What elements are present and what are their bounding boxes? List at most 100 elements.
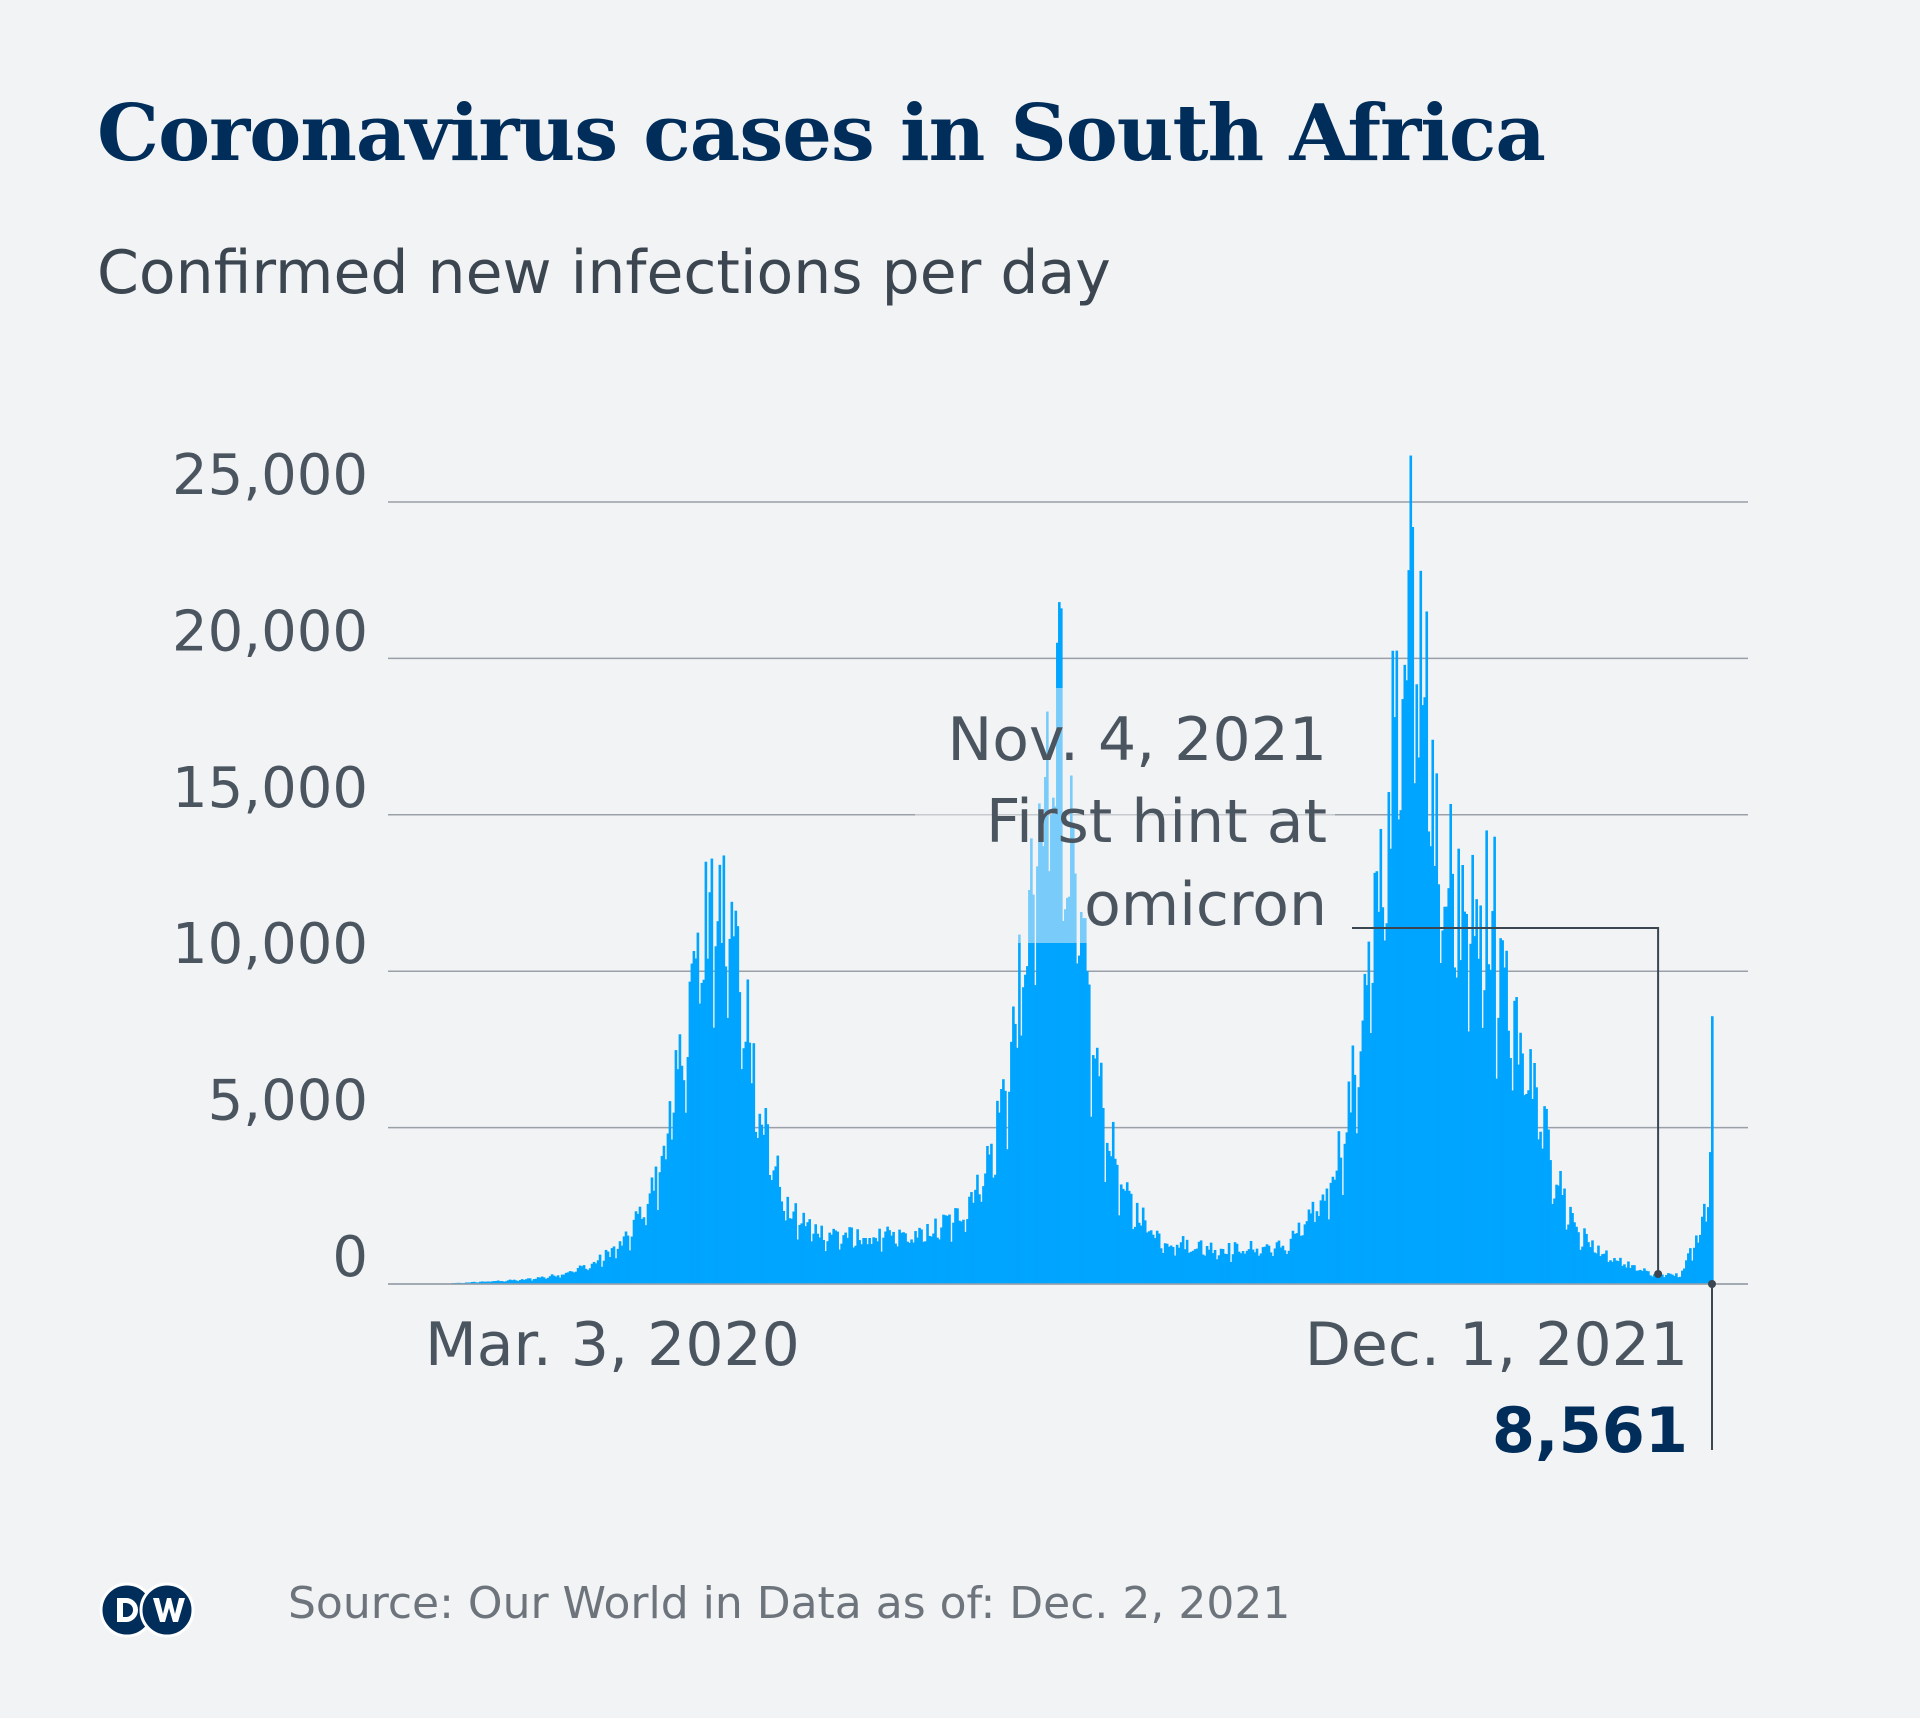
- bar: [1299, 1235, 1303, 1284]
- bar: [1667, 1273, 1670, 1284]
- bar: [836, 1231, 839, 1284]
- bar: [1417, 757, 1421, 1284]
- bar: [1081, 918, 1085, 1284]
- bar: [622, 1236, 626, 1284]
- bar: [714, 946, 718, 1284]
- bar: [794, 1203, 798, 1284]
- bar: [990, 1143, 993, 1284]
- bar: [1459, 960, 1462, 1284]
- bar: [1465, 913, 1468, 1284]
- y-tick-label: 15,000: [172, 756, 368, 821]
- bar: [810, 1241, 814, 1284]
- bar: [646, 1203, 650, 1284]
- bar: [1317, 1216, 1321, 1284]
- bar: [1066, 897, 1069, 1284]
- bar: [950, 1241, 953, 1284]
- bar: [1623, 1264, 1626, 1284]
- bar: [820, 1225, 823, 1284]
- bar: [1050, 814, 1053, 1284]
- bar: [1191, 1250, 1195, 1284]
- bar: [1371, 982, 1375, 1284]
- bar: [940, 1227, 943, 1284]
- bar: [1631, 1265, 1634, 1284]
- bar: [920, 1229, 923, 1284]
- bar: [1405, 680, 1409, 1284]
- bar: [928, 1235, 931, 1284]
- bar: [1028, 889, 1031, 1284]
- bar: [776, 1155, 780, 1284]
- bar: [1245, 1250, 1249, 1284]
- bar: [1070, 775, 1073, 1284]
- bar: [908, 1242, 911, 1284]
- bar: [1525, 1093, 1528, 1284]
- bar: [878, 1228, 881, 1284]
- bar: [782, 1210, 786, 1284]
- bar: [632, 1219, 636, 1284]
- bar: [1507, 1030, 1510, 1284]
- bar: [1671, 1274, 1674, 1284]
- bar: [1032, 894, 1035, 1284]
- bar: [774, 1166, 778, 1284]
- bar: [526, 1278, 530, 1284]
- bar: [482, 1281, 486, 1284]
- bar: [1211, 1253, 1215, 1284]
- bar: [1036, 866, 1039, 1284]
- bar: [1205, 1246, 1209, 1284]
- annotation-backdrop: [915, 688, 1335, 943]
- bar: [902, 1232, 905, 1284]
- bar: [1515, 997, 1518, 1284]
- bar: [1513, 1000, 1516, 1284]
- bar: [1431, 739, 1435, 1284]
- bar: [1695, 1235, 1698, 1284]
- bar: [1163, 1243, 1167, 1284]
- bar: [1219, 1248, 1223, 1284]
- bar: [1018, 934, 1021, 1284]
- bar: [1441, 930, 1445, 1284]
- bar: [1579, 1249, 1582, 1284]
- bar: [620, 1245, 624, 1284]
- bar: [1249, 1240, 1253, 1284]
- bar: [1291, 1230, 1295, 1284]
- bar: [796, 1239, 800, 1284]
- bar: [1203, 1255, 1207, 1284]
- bar: [784, 1220, 788, 1284]
- bar: [1337, 1131, 1341, 1284]
- bar: [1473, 936, 1476, 1284]
- bar: [1429, 846, 1433, 1284]
- bar: [1207, 1249, 1211, 1284]
- bar: [1539, 1131, 1542, 1284]
- bar: [548, 1276, 552, 1284]
- bar: [1287, 1250, 1291, 1284]
- bar: [1389, 848, 1393, 1284]
- bar: [1095, 1047, 1099, 1284]
- bar: [542, 1277, 546, 1284]
- bar: [800, 1223, 804, 1284]
- bar: [1711, 1016, 1714, 1284]
- bar: [1016, 1047, 1019, 1284]
- bar: [1125, 1182, 1129, 1284]
- bar: [1115, 1164, 1119, 1284]
- bar: [642, 1217, 646, 1284]
- bar: [868, 1238, 871, 1284]
- labels: 0 5,000 10,000 15,000 20,000 25,000 Mar. 3, 20…: [172, 443, 1717, 1467]
- bar: [736, 926, 740, 1284]
- bar: [1044, 776, 1047, 1284]
- bar: [840, 1243, 843, 1284]
- bar: [1349, 1112, 1353, 1284]
- bar: [666, 1133, 670, 1284]
- bar: [1387, 792, 1391, 1284]
- bar: [846, 1237, 849, 1284]
- bar: [1321, 1194, 1325, 1284]
- bar: [900, 1232, 903, 1284]
- x-tick-label-end: Dec. 1, 2021: [1305, 1310, 1688, 1380]
- bar: [478, 1281, 482, 1284]
- bar: [1040, 819, 1043, 1284]
- bar: [480, 1281, 484, 1284]
- bar: [838, 1249, 841, 1284]
- bar: [1685, 1260, 1688, 1284]
- bar: [1335, 1170, 1339, 1284]
- bar: [1012, 1006, 1015, 1284]
- bar: [1637, 1270, 1640, 1284]
- bar: [1010, 1041, 1013, 1284]
- bar: [1571, 1213, 1574, 1284]
